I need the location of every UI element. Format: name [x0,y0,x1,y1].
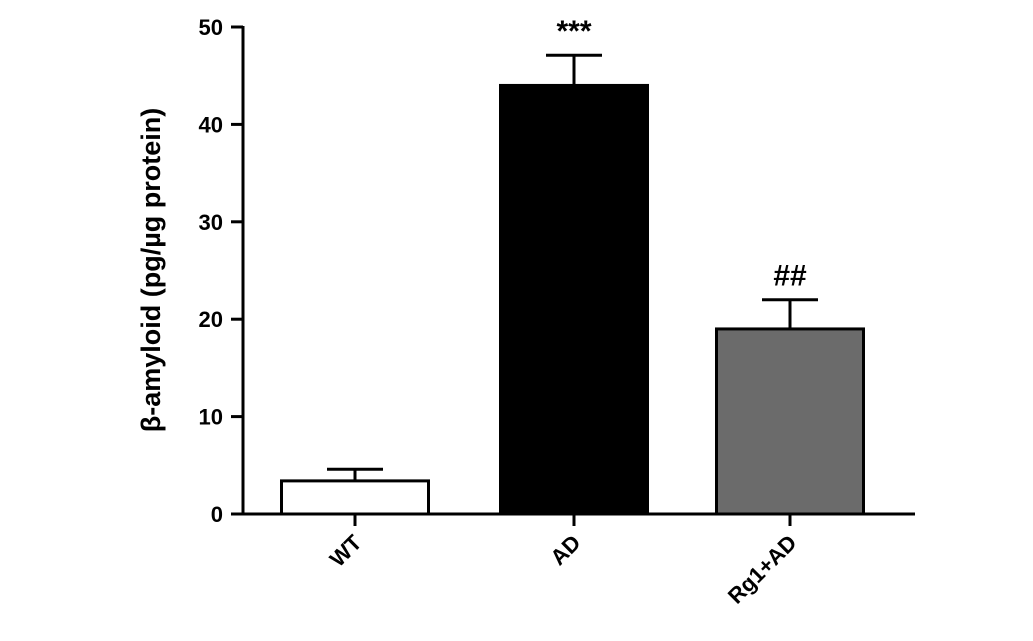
y-tick-label: 40 [199,112,223,137]
y-axis-title: β-amyloid (pg/µg protein) [136,108,166,433]
y-tick-label: 0 [211,502,223,527]
bar-group [280,467,430,516]
y-tick-label: 10 [199,405,223,430]
bar [280,479,430,516]
x-tick-label: Rg1+AD [723,530,802,609]
x-tick-label: WT [325,529,367,571]
y-tick-label: 30 [199,210,223,235]
y-ticks: 0 10 20 30 40 50 [199,15,243,527]
y-tick-label: 20 [199,307,223,332]
bar [715,327,865,516]
bar-group: ## [715,260,865,516]
y-tick-label: 50 [199,15,223,40]
significance-label: ## [773,260,807,293]
bar-group: *** [499,15,649,516]
bars: *** ## [280,15,865,516]
x-tick-label: AD [545,530,585,570]
x-ticks: WT AD Rg1+AD [325,514,802,608]
bar [499,83,649,516]
significance-label: *** [556,15,591,48]
